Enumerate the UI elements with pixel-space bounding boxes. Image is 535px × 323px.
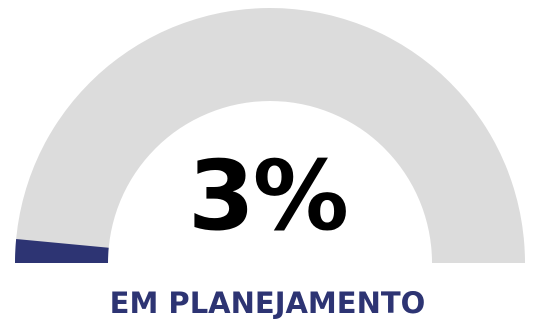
- gauge-status-label: EM PLANEJAMENTO: [109, 286, 426, 320]
- gauge-value-text: 3%: [188, 140, 349, 252]
- gauge-track: [15, 8, 525, 263]
- gauge-fill: [15, 239, 109, 263]
